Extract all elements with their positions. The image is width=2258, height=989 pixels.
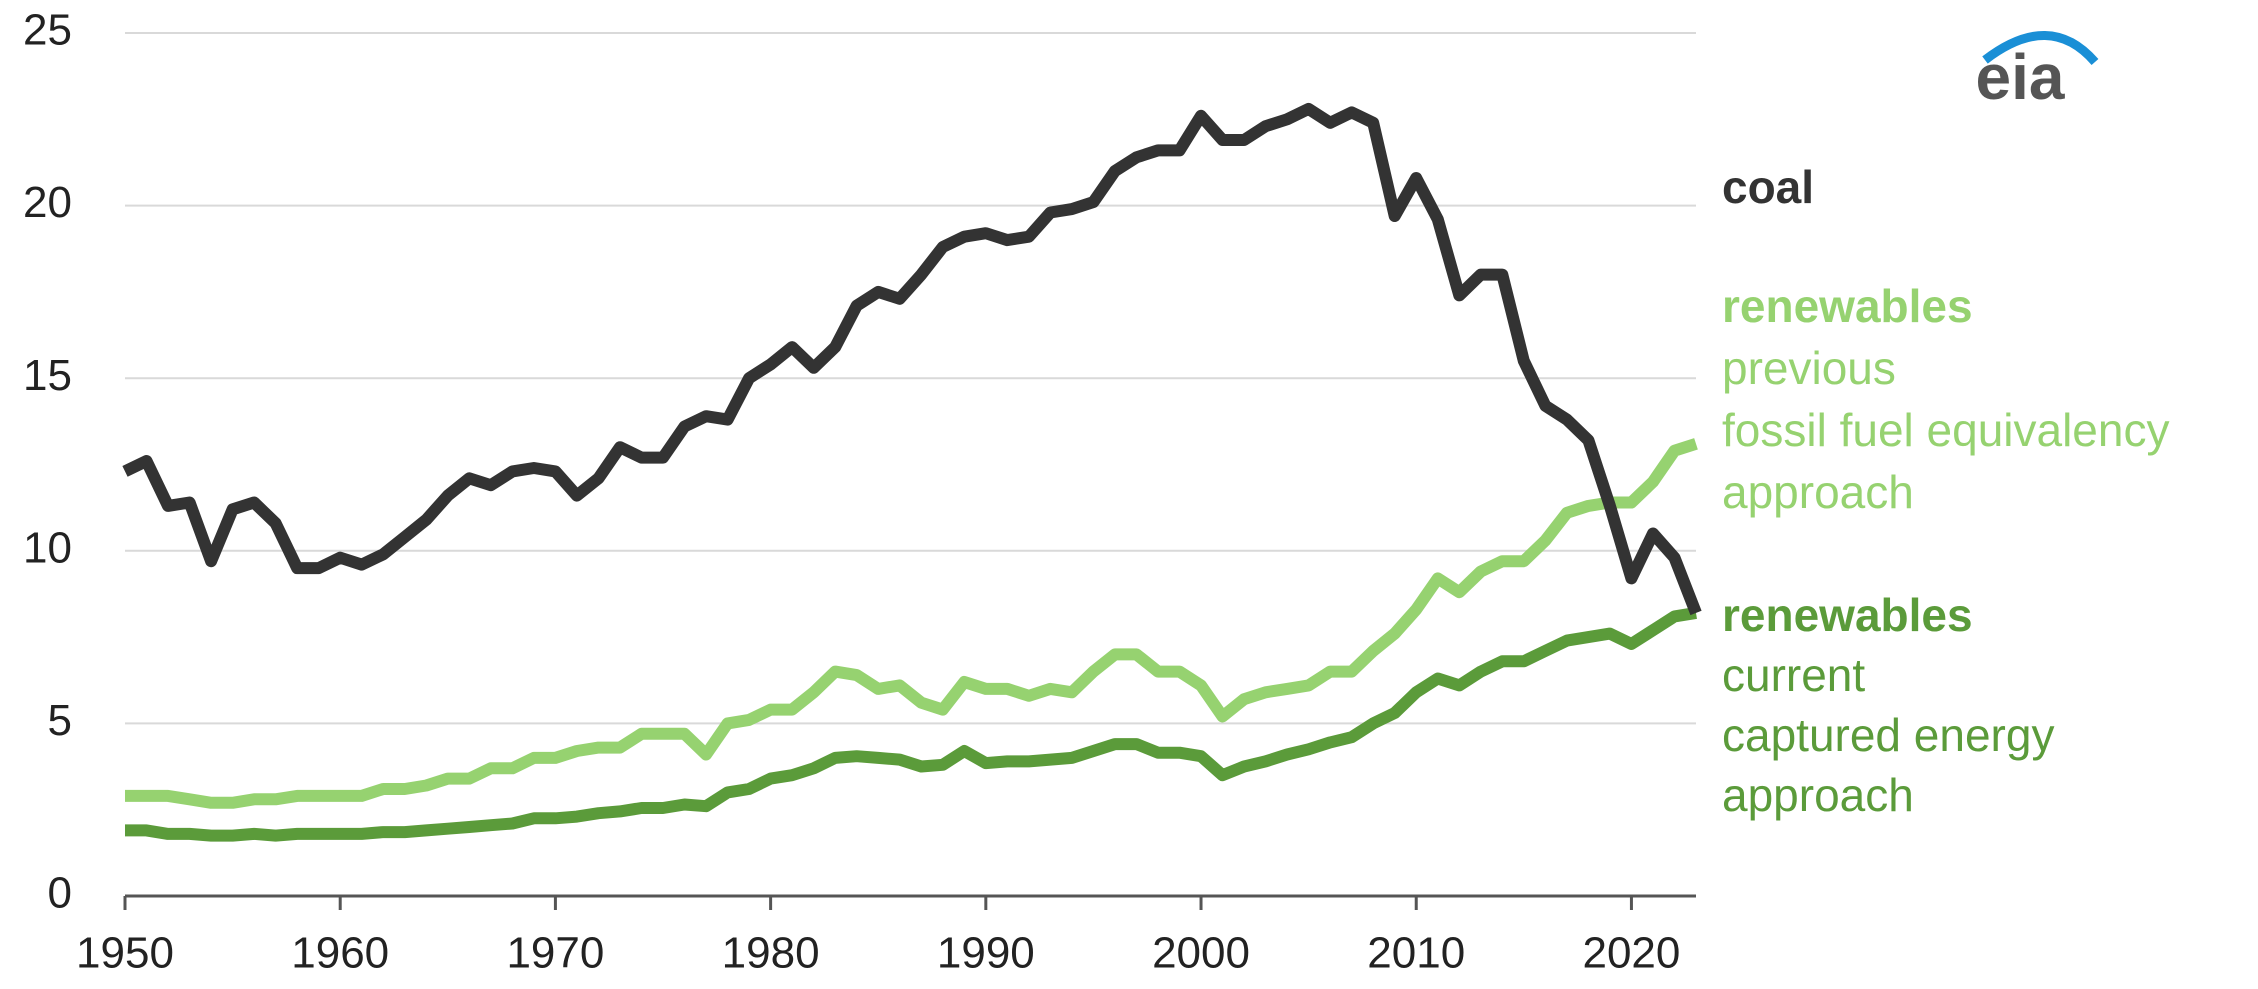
y-tick-label: 25 (23, 6, 72, 55)
x-tick-label: 2010 (1367, 929, 1465, 978)
y-tick-label: 15 (23, 351, 72, 400)
x-tick-label: 2020 (1582, 929, 1680, 978)
x-tick-label: 1960 (291, 929, 389, 978)
series-label: renewables (1722, 589, 1973, 641)
series-description: captured energy (1722, 709, 2054, 761)
x-tick-label: 1980 (722, 929, 820, 978)
series-line (125, 606, 1697, 842)
y-tick-label: 0 (48, 869, 72, 918)
series-description: approach (1722, 466, 1914, 518)
series-description: approach (1722, 769, 1914, 821)
series-description: fossil fuel equivalency (1722, 404, 2169, 456)
series-description: current (1722, 649, 1865, 701)
x-tick-label: 1990 (937, 929, 1035, 978)
y-tick-label: 10 (23, 523, 72, 572)
logo-text: eia (1976, 41, 2065, 113)
series-line (125, 438, 1698, 809)
series-description: previous (1722, 342, 1896, 394)
y-tick-label: 20 (23, 178, 72, 227)
x-tick-label: 1970 (506, 929, 604, 978)
x-tick-label: 2000 (1152, 929, 1250, 978)
y-tick-label: 5 (48, 696, 72, 745)
x-tick-label: 1950 (76, 929, 174, 978)
series-label: renewables (1722, 280, 1973, 332)
series-label: coal (1722, 161, 1814, 213)
logo: eia (1976, 31, 2099, 113)
series-line (122, 102, 1702, 616)
logo-arc (1982, 31, 2099, 66)
